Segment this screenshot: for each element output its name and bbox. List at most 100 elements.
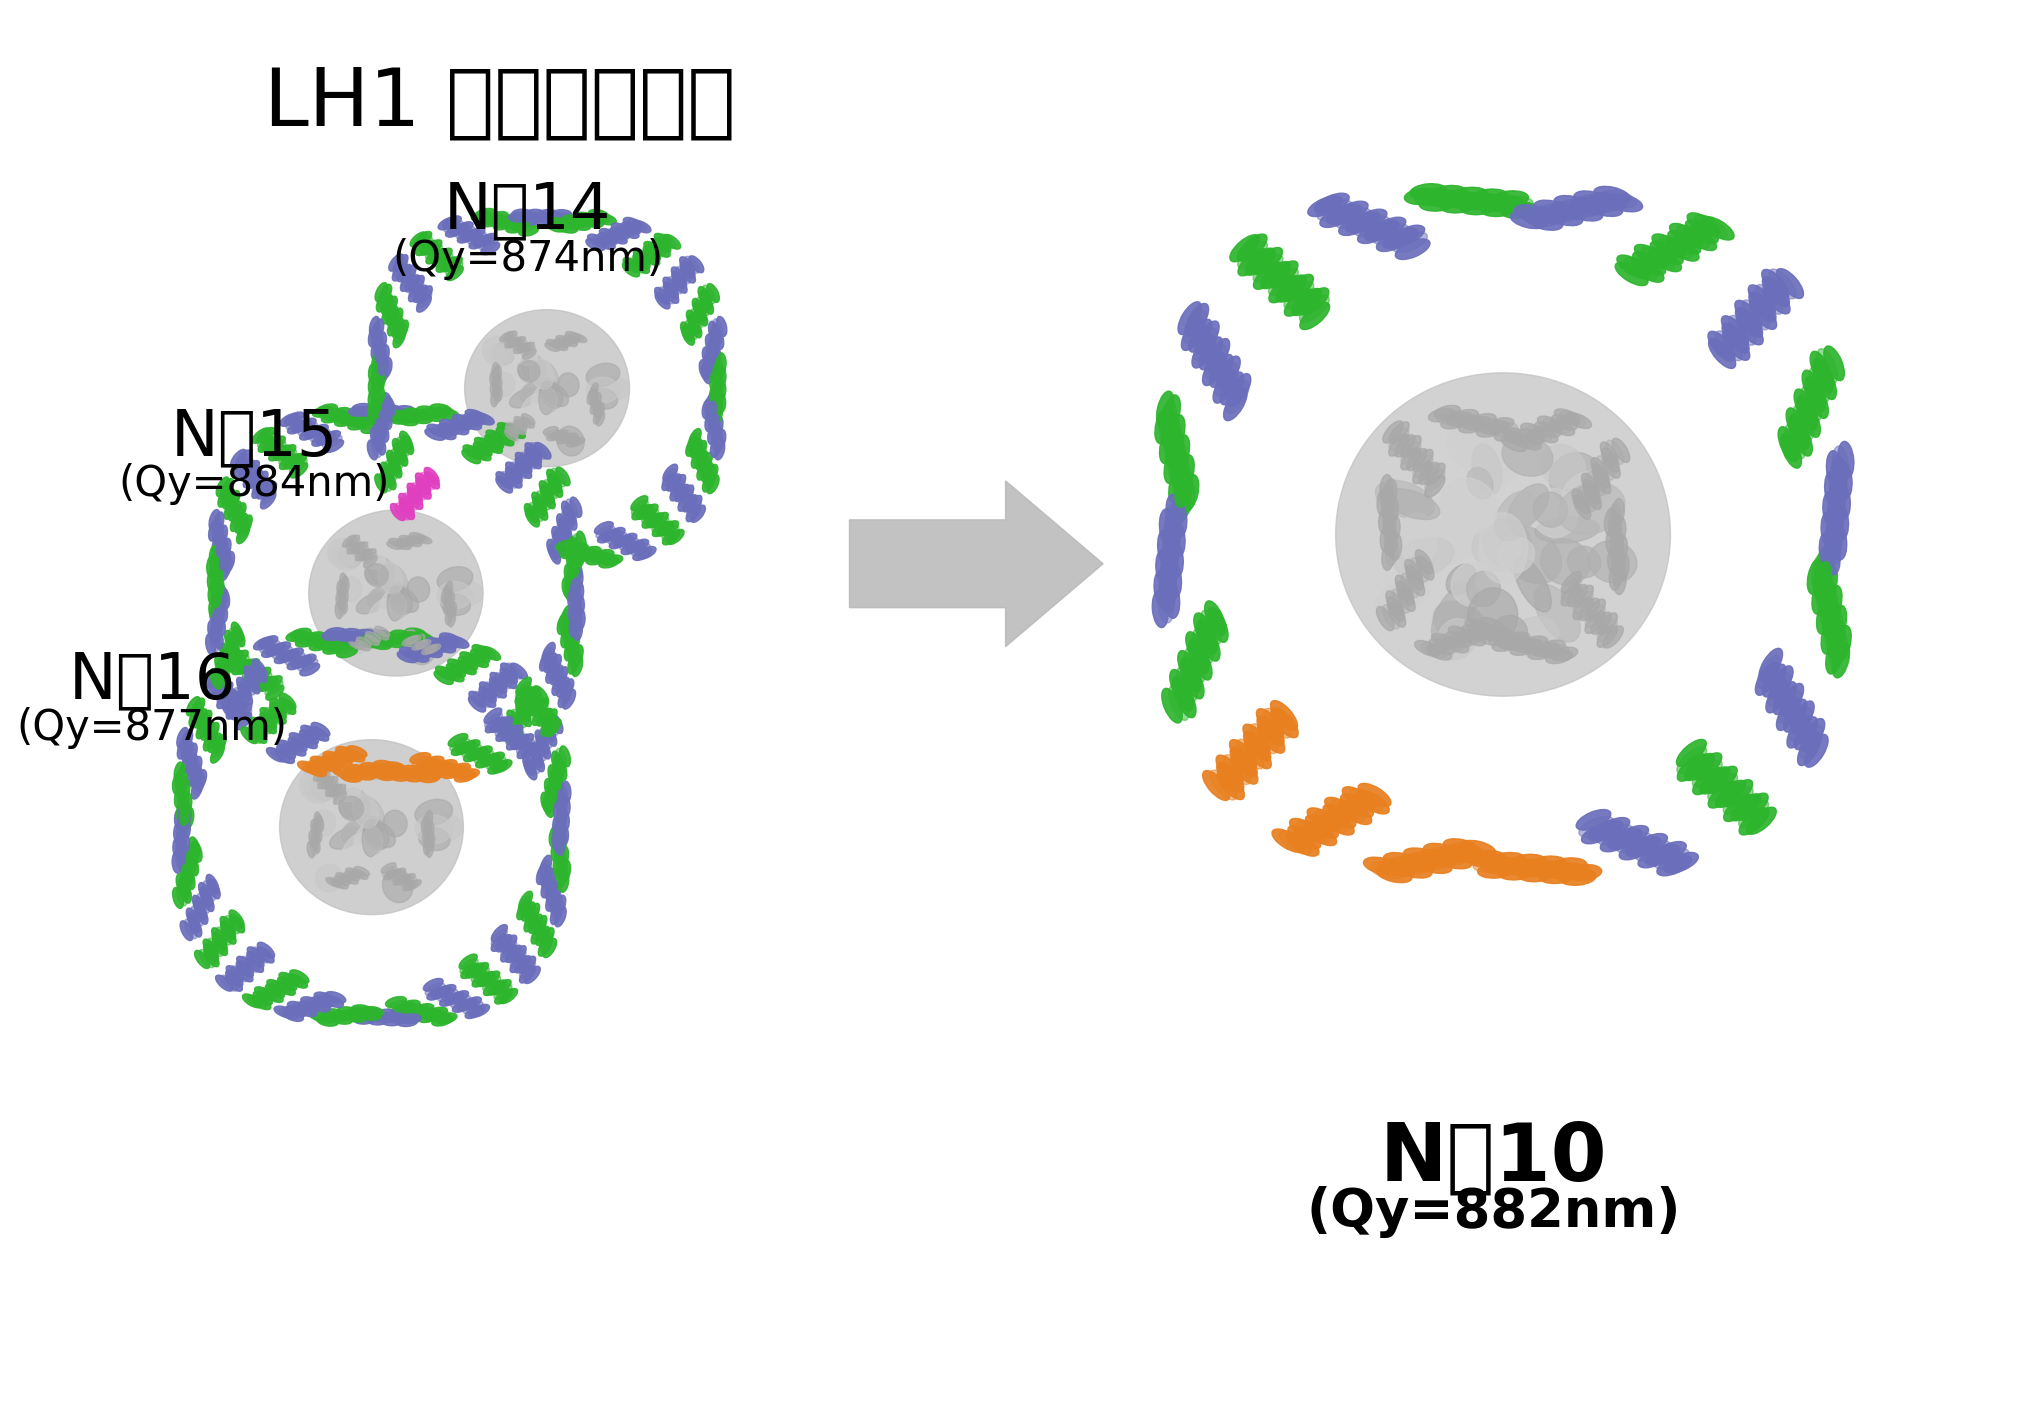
Ellipse shape bbox=[1165, 431, 1183, 468]
Ellipse shape bbox=[1169, 467, 1185, 504]
Ellipse shape bbox=[1230, 739, 1256, 769]
Ellipse shape bbox=[1380, 525, 1392, 552]
Ellipse shape bbox=[1762, 284, 1790, 314]
Ellipse shape bbox=[502, 940, 516, 958]
Ellipse shape bbox=[514, 341, 538, 365]
Ellipse shape bbox=[492, 391, 498, 407]
Ellipse shape bbox=[407, 411, 429, 421]
Ellipse shape bbox=[451, 418, 471, 431]
Ellipse shape bbox=[320, 639, 342, 651]
Ellipse shape bbox=[427, 424, 447, 437]
Ellipse shape bbox=[358, 549, 372, 561]
Ellipse shape bbox=[338, 1007, 358, 1017]
Ellipse shape bbox=[544, 779, 554, 799]
Ellipse shape bbox=[394, 1002, 417, 1013]
Ellipse shape bbox=[562, 689, 577, 709]
Ellipse shape bbox=[225, 552, 235, 572]
Ellipse shape bbox=[1467, 468, 1493, 499]
Ellipse shape bbox=[1635, 244, 1667, 268]
Ellipse shape bbox=[631, 544, 649, 557]
Ellipse shape bbox=[210, 669, 223, 689]
Ellipse shape bbox=[376, 418, 386, 438]
Ellipse shape bbox=[490, 381, 498, 397]
Ellipse shape bbox=[188, 708, 202, 726]
Ellipse shape bbox=[372, 394, 380, 414]
Ellipse shape bbox=[516, 733, 534, 749]
Ellipse shape bbox=[542, 939, 556, 958]
Ellipse shape bbox=[206, 557, 216, 578]
Ellipse shape bbox=[1349, 789, 1382, 812]
Ellipse shape bbox=[221, 926, 237, 945]
Ellipse shape bbox=[1825, 638, 1843, 674]
Ellipse shape bbox=[1600, 442, 1618, 467]
Ellipse shape bbox=[346, 538, 360, 551]
Ellipse shape bbox=[455, 225, 475, 238]
Ellipse shape bbox=[301, 763, 322, 775]
Ellipse shape bbox=[277, 745, 295, 759]
Ellipse shape bbox=[1483, 518, 1531, 568]
Ellipse shape bbox=[522, 902, 534, 920]
Text: N＝14: N＝14 bbox=[443, 180, 611, 241]
Ellipse shape bbox=[449, 223, 469, 235]
Ellipse shape bbox=[473, 751, 494, 763]
Ellipse shape bbox=[350, 768, 372, 778]
Ellipse shape bbox=[1299, 295, 1329, 323]
Ellipse shape bbox=[475, 208, 496, 218]
Ellipse shape bbox=[1459, 841, 1495, 858]
Ellipse shape bbox=[568, 588, 579, 609]
Ellipse shape bbox=[1578, 487, 1596, 511]
Ellipse shape bbox=[554, 895, 566, 916]
Ellipse shape bbox=[384, 765, 407, 775]
Ellipse shape bbox=[1384, 511, 1396, 538]
Ellipse shape bbox=[540, 878, 552, 898]
Ellipse shape bbox=[388, 459, 403, 478]
Ellipse shape bbox=[548, 544, 560, 564]
Ellipse shape bbox=[1600, 190, 1637, 208]
Ellipse shape bbox=[172, 838, 182, 859]
Ellipse shape bbox=[1531, 488, 1578, 538]
Ellipse shape bbox=[233, 626, 245, 646]
Ellipse shape bbox=[1533, 585, 1580, 642]
Ellipse shape bbox=[368, 377, 378, 397]
Ellipse shape bbox=[1459, 420, 1485, 432]
Ellipse shape bbox=[314, 812, 322, 828]
Ellipse shape bbox=[1319, 207, 1355, 227]
Ellipse shape bbox=[1424, 475, 1444, 498]
Ellipse shape bbox=[494, 220, 514, 230]
Ellipse shape bbox=[496, 375, 502, 391]
Ellipse shape bbox=[1228, 374, 1250, 407]
Ellipse shape bbox=[326, 776, 338, 789]
Ellipse shape bbox=[554, 802, 562, 823]
Ellipse shape bbox=[397, 538, 413, 547]
Ellipse shape bbox=[558, 823, 568, 845]
Ellipse shape bbox=[237, 708, 251, 725]
Ellipse shape bbox=[1550, 858, 1586, 873]
Ellipse shape bbox=[231, 694, 245, 712]
Ellipse shape bbox=[1450, 562, 1493, 606]
Ellipse shape bbox=[384, 461, 399, 479]
Ellipse shape bbox=[1762, 270, 1788, 300]
Ellipse shape bbox=[518, 342, 530, 352]
Ellipse shape bbox=[558, 518, 570, 538]
Ellipse shape bbox=[245, 726, 263, 743]
Ellipse shape bbox=[518, 890, 532, 910]
Ellipse shape bbox=[237, 682, 251, 701]
Ellipse shape bbox=[459, 656, 477, 671]
Ellipse shape bbox=[627, 218, 647, 231]
Ellipse shape bbox=[384, 471, 397, 489]
Ellipse shape bbox=[1633, 251, 1665, 275]
Ellipse shape bbox=[413, 641, 427, 651]
Ellipse shape bbox=[486, 430, 504, 444]
Ellipse shape bbox=[447, 265, 463, 281]
Ellipse shape bbox=[196, 715, 210, 733]
Ellipse shape bbox=[208, 569, 216, 591]
Ellipse shape bbox=[180, 882, 192, 903]
Ellipse shape bbox=[1511, 211, 1548, 228]
Ellipse shape bbox=[425, 644, 441, 654]
Ellipse shape bbox=[1523, 641, 1552, 655]
Ellipse shape bbox=[1242, 723, 1270, 753]
Ellipse shape bbox=[275, 698, 291, 715]
Ellipse shape bbox=[384, 638, 405, 648]
Ellipse shape bbox=[597, 531, 617, 542]
Ellipse shape bbox=[494, 365, 502, 381]
